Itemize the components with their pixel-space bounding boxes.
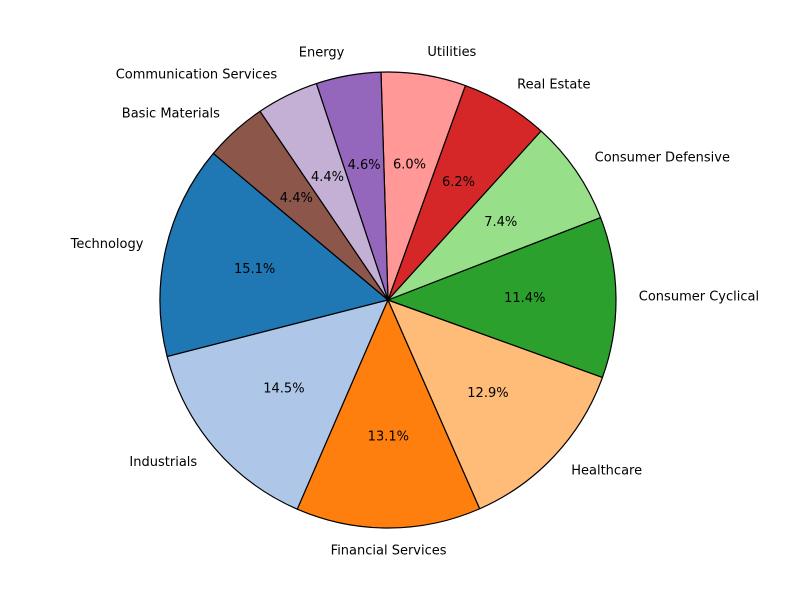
pie-slice-consumer-defensive: [387, 130, 602, 301]
category-label-utilities: Utilities: [427, 45, 476, 60]
pct-label-consumer-cyclical: 11.4%: [504, 291, 545, 306]
pct-label-basic-materials: 4.4%: [280, 191, 313, 206]
category-label-technology: Technology: [70, 237, 144, 252]
category-label-consumer-defensive: Consumer Defensive: [595, 150, 730, 165]
category-label-consumer-cyclical: Consumer Cyclical: [639, 290, 759, 305]
category-label-financial-services: Financial Services: [331, 543, 447, 558]
pie-slice-healthcare: [387, 299, 604, 510]
pct-label-industrials: 14.5%: [263, 381, 304, 396]
category-label-energy: Energy: [299, 46, 345, 61]
pie-slice-consumer-cyclical: [387, 216, 617, 378]
pct-label-communication-services: 4.4%: [311, 170, 344, 185]
pie-slice-financial-services: [296, 299, 481, 529]
pct-label-consumer-defensive: 7.4%: [484, 215, 517, 230]
pct-label-energy: 4.6%: [348, 158, 381, 173]
category-label-communication-services: Communication Services: [116, 68, 278, 83]
pct-label-financial-services: 13.1%: [368, 429, 409, 444]
category-labels: Technology Industrials Financial Services H…: [70, 45, 759, 558]
category-label-basic-materials: Basic Materials: [122, 106, 220, 121]
pct-label-healthcare: 12.9%: [467, 386, 508, 401]
pie-slice-technology: [159, 152, 389, 358]
category-label-healthcare: Healthcare: [571, 464, 642, 479]
category-label-real-estate: Real Estate: [517, 78, 590, 93]
category-label-industrials: Industrials: [129, 455, 197, 470]
pct-label-utilities: 6.0%: [393, 157, 426, 172]
percentage-labels: 15.1% 14.5% 13.1% 12.9% 11.4% 7.4% 6.2% 6.0% 4.6…: [234, 157, 545, 444]
pie-slice-basic-materials: [212, 110, 389, 301]
pie-slices: [159, 71, 617, 529]
pie-slice-industrials: [166, 299, 389, 510]
pct-label-technology: 15.1%: [234, 262, 275, 277]
pct-label-real-estate: 6.2%: [442, 175, 475, 190]
